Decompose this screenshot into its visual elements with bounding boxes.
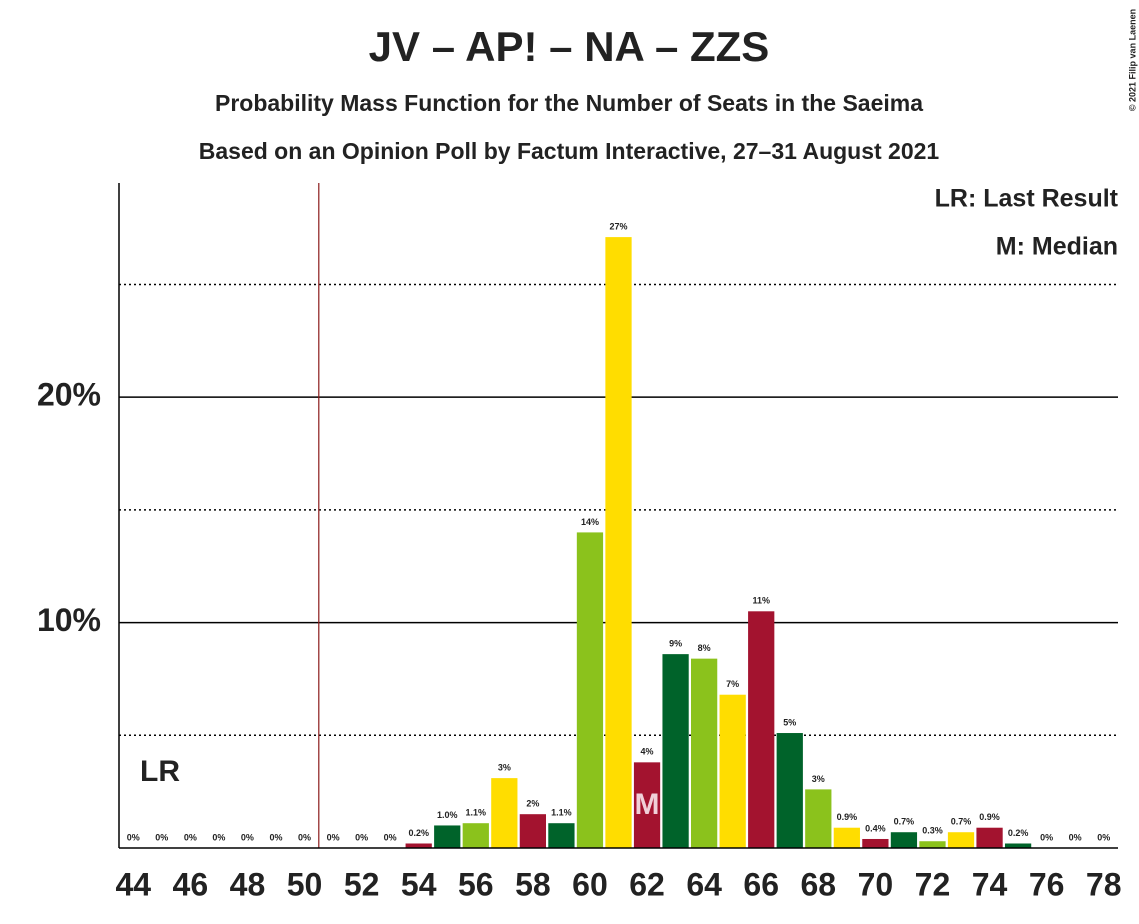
- value-label: 0%: [298, 832, 311, 842]
- value-label: 0%: [155, 832, 168, 842]
- chart-title: JV – AP! – NA – ZZS: [369, 23, 770, 70]
- value-label: 1.1%: [466, 808, 487, 818]
- x-tick-label: 60: [572, 866, 608, 902]
- copyright: © 2021 Filip van Laenen: [1127, 9, 1137, 111]
- legend-entry: LR: Last Result: [935, 185, 1119, 213]
- value-label: 1.0%: [437, 810, 458, 820]
- value-label: 27%: [609, 221, 627, 231]
- bar: [576, 532, 604, 848]
- value-label: 5%: [783, 717, 796, 727]
- bar: [434, 825, 461, 848]
- x-tick-label: 52: [344, 866, 380, 902]
- bar: [1004, 843, 1032, 848]
- value-label: 4%: [641, 747, 654, 757]
- legend-entry: M: Median: [996, 233, 1118, 261]
- x-tick-label: 72: [915, 866, 951, 902]
- value-label: 0%: [212, 832, 225, 842]
- value-label: 0%: [1040, 832, 1053, 842]
- bar: [491, 778, 518, 848]
- x-tick-label: 70: [858, 866, 894, 902]
- value-label: 0%: [1069, 832, 1082, 842]
- value-label: 0%: [327, 832, 340, 842]
- value-label: 0.7%: [951, 817, 972, 827]
- x-tick-label: 50: [287, 866, 323, 902]
- value-label: 0.7%: [894, 817, 915, 827]
- x-tick-label: 78: [1086, 866, 1122, 902]
- x-tick-label: 64: [686, 866, 722, 902]
- bar: [776, 733, 803, 848]
- bar: [919, 841, 946, 848]
- bar: [462, 823, 489, 848]
- value-label: 2%: [526, 799, 539, 809]
- x-tick-label: 62: [629, 866, 665, 902]
- value-label: 0%: [184, 832, 197, 842]
- value-label: 9%: [669, 639, 682, 649]
- value-label: 0%: [241, 832, 254, 842]
- x-tick-label: 56: [458, 866, 494, 902]
- value-label: 0.3%: [922, 826, 943, 836]
- x-tick-label: 58: [515, 866, 551, 902]
- bar: [748, 611, 775, 848]
- x-tick-label: 48: [230, 866, 266, 902]
- value-label: 8%: [698, 643, 711, 653]
- x-tick-label: 66: [743, 866, 779, 902]
- value-label: 1.1%: [551, 808, 572, 818]
- bar: [833, 827, 860, 848]
- value-label: 3%: [498, 762, 511, 772]
- bar: [719, 694, 746, 848]
- value-label: 0%: [384, 832, 397, 842]
- bar: [976, 827, 1003, 848]
- x-tick-label: 68: [801, 866, 837, 902]
- x-tick-label: 76: [1029, 866, 1065, 902]
- y-tick-label: 10%: [37, 602, 101, 638]
- bar: [405, 843, 432, 848]
- x-tick-label: 54: [401, 866, 437, 902]
- value-label: 0%: [355, 832, 368, 842]
- bar: [519, 814, 547, 848]
- bar: [633, 762, 661, 848]
- x-tick-label: 46: [173, 866, 209, 902]
- value-label: 0%: [1097, 832, 1110, 842]
- value-label: 0.4%: [865, 823, 886, 833]
- bar: [805, 789, 832, 848]
- value-label: 0%: [269, 832, 282, 842]
- chart-subtitle: Based on an Opinion Poll by Factum Inter…: [199, 138, 940, 164]
- median-label: M: [635, 788, 660, 821]
- value-label: 0.9%: [837, 812, 858, 822]
- bar: [690, 658, 718, 848]
- value-label: 0%: [127, 832, 140, 842]
- value-label: 11%: [752, 596, 770, 606]
- bar: [548, 823, 575, 848]
- bar: [890, 832, 918, 848]
- bar: [947, 832, 975, 848]
- value-label: 0.2%: [408, 828, 429, 838]
- value-label: 0.2%: [1008, 828, 1029, 838]
- y-tick-label: 20%: [37, 377, 101, 413]
- bar: [662, 654, 689, 848]
- value-label: 7%: [726, 679, 739, 689]
- bar: [862, 838, 889, 848]
- bar: [605, 237, 632, 849]
- chart-subtitle: Probability Mass Function for the Number…: [215, 90, 923, 116]
- value-label: 14%: [581, 517, 599, 527]
- value-label: 3%: [812, 774, 825, 784]
- last-result-label: LR: [140, 755, 180, 788]
- x-tick-label: 74: [972, 866, 1008, 902]
- value-label: 0.9%: [979, 812, 1000, 822]
- x-tick-label: 44: [115, 866, 151, 902]
